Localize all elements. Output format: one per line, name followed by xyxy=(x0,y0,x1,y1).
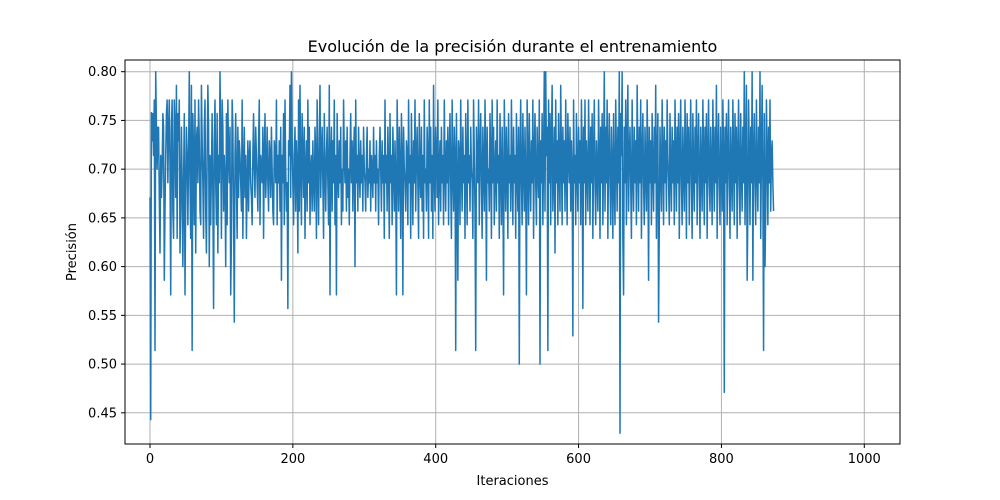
y-tick-label: 0.70 xyxy=(88,163,117,178)
y-tick-label: 0.75 xyxy=(88,114,117,129)
series-line xyxy=(149,70,775,435)
x-axis-label: Iteraciones xyxy=(477,474,549,489)
chart-title: Evolución de la precisión durante el ent… xyxy=(308,37,718,56)
x-tick-label: 800 xyxy=(709,452,734,467)
y-tick-label: 0.50 xyxy=(88,358,117,373)
plot-frame xyxy=(124,59,901,445)
y-tick-label: 0.80 xyxy=(88,65,117,80)
x-axis: 0 200 400 600 800 1000 xyxy=(146,444,881,467)
series-group xyxy=(149,70,775,435)
y-tick-label: 0.45 xyxy=(88,406,117,421)
y-tick-label: 0.60 xyxy=(88,260,117,275)
y-axis-label: Precisión xyxy=(65,223,80,281)
x-tick-label: 0 xyxy=(146,452,154,467)
y-axis: 0.45 0.50 0.55 0.60 0.65 0.70 0.75 0.80 xyxy=(88,65,125,421)
x-tick-label: 200 xyxy=(280,452,305,467)
y-tick-label: 0.55 xyxy=(88,309,117,324)
y-tick-label: 0.65 xyxy=(88,211,117,226)
x-tick-label: 1000 xyxy=(848,452,881,467)
grid-lines xyxy=(125,60,900,444)
x-tick-label: 600 xyxy=(566,452,591,467)
x-tick-label: 400 xyxy=(423,452,448,467)
